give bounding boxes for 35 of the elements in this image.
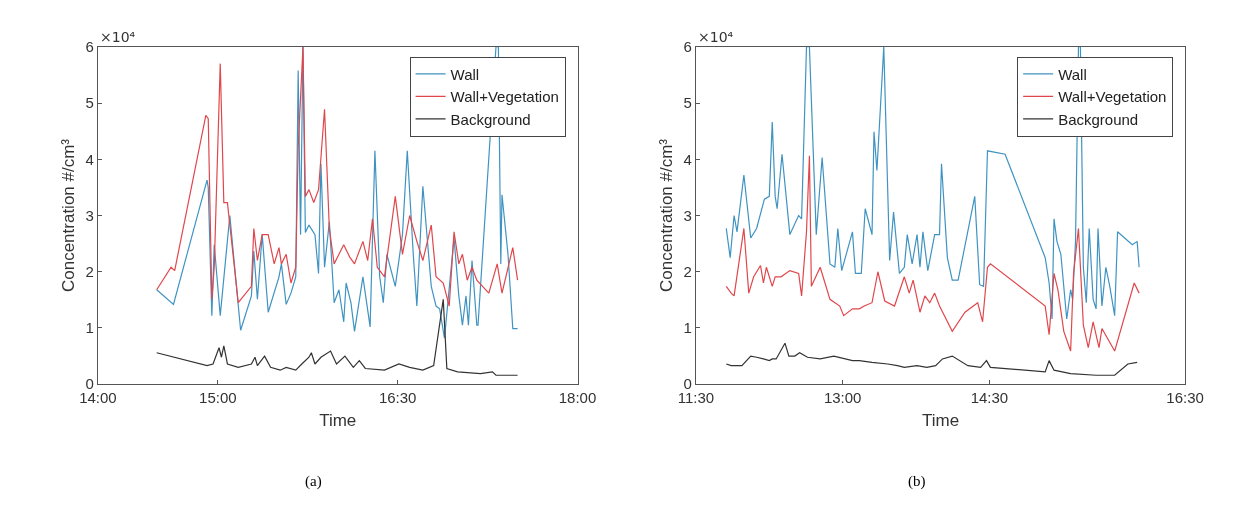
y-tick-label: 1: [85, 319, 94, 337]
y-tick-label: 2: [683, 263, 692, 280]
legend-label: Wall: [450, 65, 480, 83]
y-axis-title: Concentration #/cm³: [657, 138, 677, 293]
y-tick-label: 4: [683, 150, 692, 168]
x-axis-title: Time: [319, 410, 357, 430]
line-series: [156, 298, 519, 376]
line-series: [725, 342, 1138, 376]
legend-label: Wall: [1058, 65, 1087, 83]
x-tick-label: 15:00: [199, 389, 237, 407]
y-tick-label: 2: [85, 263, 94, 280]
x-tick-label: 16:30: [378, 389, 417, 407]
legend-label: Wall+Vegetation: [1058, 88, 1167, 106]
x-axis-title: Time: [921, 410, 960, 430]
y-tick-label: 1: [683, 319, 692, 337]
x-tick-label: 13:00: [823, 389, 862, 407]
y-tick-label: 3: [85, 206, 94, 224]
x-tick-label: 16:30: [1166, 389, 1204, 407]
text: ×10⁴: [100, 29, 136, 45]
y-tick-label: 4: [85, 150, 94, 168]
y-tick-label: 6: [85, 38, 94, 56]
legend-label: Background: [450, 110, 531, 128]
y-tick-label: 3: [683, 206, 692, 224]
line-series: [725, 155, 1140, 352]
y-tick-label: 5: [85, 94, 94, 112]
legend-label: Background: [1058, 110, 1139, 128]
y-tick-label: 5: [683, 94, 692, 112]
legend-label: Wall+Vegetation: [450, 88, 559, 106]
text: ×10⁴: [698, 29, 734, 45]
x-tick-label: 18:00: [558, 389, 597, 407]
text: (b): [908, 473, 926, 490]
y-tick-label: 6: [683, 38, 692, 56]
y-axis-title: Concentration #/cm³: [59, 138, 79, 293]
x-tick-label: 14:30: [970, 389, 1009, 407]
text: (a): [305, 473, 322, 490]
